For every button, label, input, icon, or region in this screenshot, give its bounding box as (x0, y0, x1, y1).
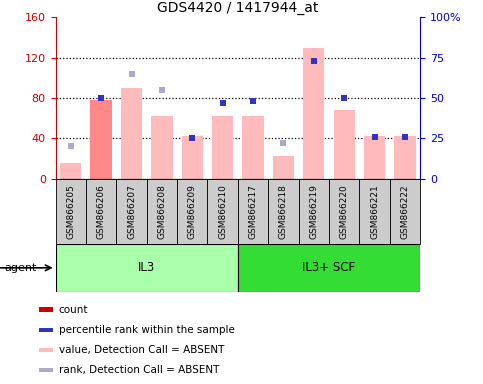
Bar (151, 116, 172, 179)
Bar (86, 179, 116, 244)
Text: GSM866205: GSM866205 (66, 184, 75, 238)
Bar (177, 179, 208, 244)
Text: IL3: IL3 (138, 262, 156, 274)
Bar (60, 164, 81, 179)
Text: GSM866219: GSM866219 (309, 184, 318, 238)
Text: IL3+ SCF: IL3+ SCF (302, 262, 355, 274)
Text: rank, Detection Call = ABSENT: rank, Detection Call = ABSENT (58, 365, 219, 375)
Text: percentile rank within the sample: percentile rank within the sample (58, 325, 234, 335)
Bar (208, 179, 238, 244)
Text: GSM866218: GSM866218 (279, 184, 288, 238)
Text: GSM866207: GSM866207 (127, 184, 136, 238)
Bar (39, 328, 53, 332)
Bar (56, 179, 86, 244)
Text: GSM866222: GSM866222 (400, 184, 410, 238)
Text: value, Detection Call = ABSENT: value, Detection Call = ABSENT (58, 345, 224, 355)
Bar (395, 136, 416, 179)
Bar (39, 348, 53, 352)
Text: GSM866209: GSM866209 (188, 184, 197, 238)
Text: agent: agent (5, 263, 37, 273)
Bar (268, 179, 298, 244)
Text: GSM866217: GSM866217 (249, 184, 257, 238)
Bar (147, 179, 177, 244)
Text: GSM866221: GSM866221 (370, 184, 379, 238)
Bar (359, 179, 390, 244)
Bar (56, 244, 238, 292)
Bar (298, 179, 329, 244)
Bar (182, 136, 203, 179)
Bar (242, 116, 264, 179)
Bar (116, 179, 147, 244)
Bar (273, 156, 294, 179)
Text: GSM866210: GSM866210 (218, 184, 227, 238)
Title: GDS4420 / 1417944_at: GDS4420 / 1417944_at (157, 1, 319, 15)
Text: GSM866206: GSM866206 (97, 184, 106, 238)
Text: GSM866208: GSM866208 (157, 184, 167, 238)
Bar (39, 368, 53, 372)
Bar (121, 88, 142, 179)
Bar (238, 244, 420, 292)
Bar (329, 179, 359, 244)
Bar (334, 110, 355, 179)
Bar (364, 136, 385, 179)
Text: GSM866220: GSM866220 (340, 184, 349, 238)
Bar (90, 100, 112, 179)
Text: count: count (58, 305, 88, 314)
Bar (303, 48, 325, 179)
Bar (390, 179, 420, 244)
Bar (39, 307, 53, 312)
Bar (238, 179, 268, 244)
Bar (212, 116, 233, 179)
